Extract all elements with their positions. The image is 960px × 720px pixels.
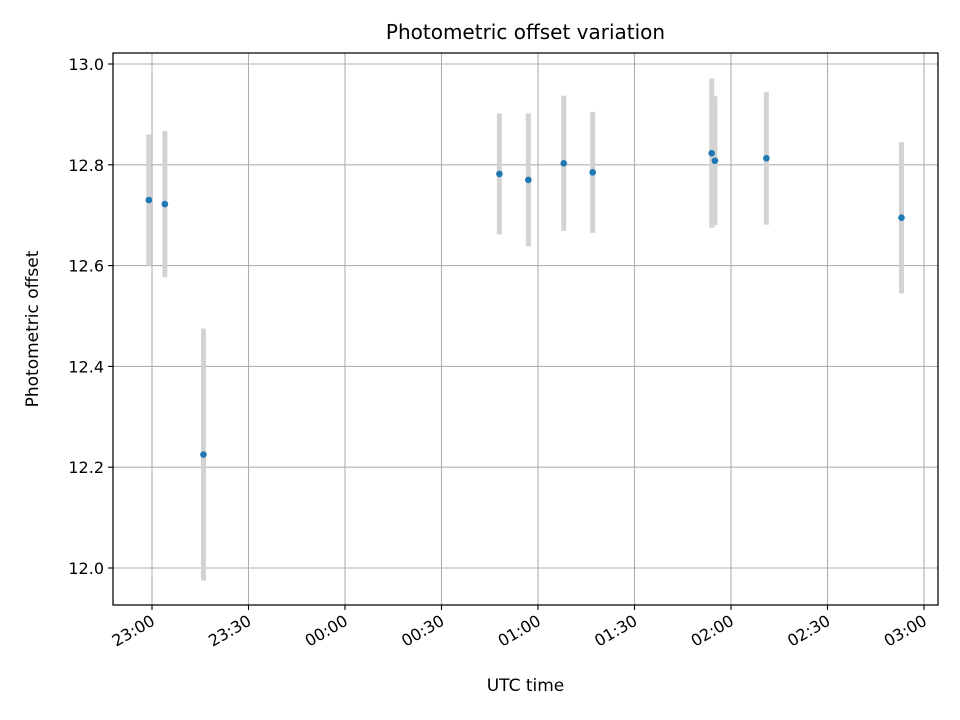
grid	[113, 53, 938, 605]
x-tick-label: 01:00	[495, 611, 544, 651]
plot-frame	[112, 52, 939, 606]
x-tick-label: 02:30	[784, 611, 833, 651]
y-tick-label: 12.0	[68, 559, 104, 578]
y-tick-label: 12.4	[68, 357, 104, 376]
data-point	[711, 157, 719, 165]
data-point	[708, 149, 715, 157]
x-tick-label: 23:00	[109, 611, 158, 651]
x-axis-label: UTC time	[487, 676, 565, 696]
y-axis-label: Photometric offset	[23, 250, 43, 407]
y-axis-ticks: 12.0 12.2 12.4 12.6 12.8 13.0	[68, 55, 113, 578]
data-point	[898, 214, 905, 222]
y-tick-label: 13.0	[68, 55, 104, 74]
x-tick-label: 00:30	[398, 611, 447, 651]
data-point	[145, 196, 153, 204]
data-points	[145, 149, 905, 458]
data-point	[496, 170, 503, 178]
x-tick-label: 23:30	[205, 611, 254, 651]
data-point	[589, 169, 596, 176]
data-point	[525, 176, 532, 184]
y-tick-label: 12.2	[68, 458, 104, 477]
error-bars	[146, 78, 904, 581]
x-tick-label: 00:00	[302, 611, 351, 651]
data-point	[200, 451, 207, 458]
data-point	[161, 200, 169, 208]
data-point	[560, 159, 568, 167]
y-tick-label: 12.8	[68, 156, 104, 175]
data-point	[763, 154, 770, 162]
x-tick-label: 01:30	[591, 611, 640, 651]
x-tick-label: 03:00	[881, 611, 930, 651]
chart-title: Photometric offset variation	[386, 20, 665, 44]
x-axis-ticks: 23:00 23:30 00:00 00:30 01:00 01:30 02:00 02:30…	[109, 605, 930, 651]
y-tick-label: 12.6	[68, 257, 104, 276]
x-tick-label: 02:00	[688, 611, 737, 651]
